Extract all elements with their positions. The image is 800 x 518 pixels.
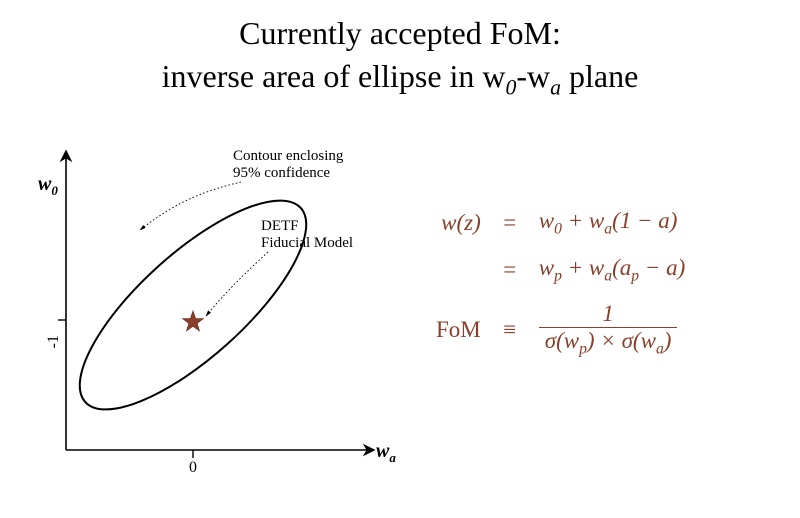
eqn-rhs: 1 σ(wp) × σ(wa) [533,293,692,367]
eqn-rhs: w0 + wa(1 − a) [533,200,692,247]
diagram-svg: 0-1waw0Contour enclosing95% confidenceDE… [18,130,398,490]
eqn-rhs: wp + wa(ap − a) [533,247,692,294]
eqn-lhs: FoM [430,293,487,367]
eqn-lhs [430,247,487,294]
eqn-sym: = [487,247,533,294]
title-line1: Currently accepted FoM: [239,15,561,51]
eqn-lhs: w(z) [430,200,487,247]
eqn-sym: = [487,200,533,247]
title-line2: inverse area of ellipse in w0-wa plane [162,58,639,94]
page-title: Currently accepted FoM: inverse area of … [0,12,800,103]
fraction: 1 σ(wp) × σ(wa) [539,301,678,359]
y-axis-label: w0 [38,173,58,198]
confidence-ellipse [50,169,335,440]
x-tick-label: 0 [189,459,197,476]
x-axis-label: wa [376,440,396,465]
equations-table: w(z) = w0 + wa(1 − a) = wp + wa(ap − a) … [430,200,691,367]
eqn-sym: ≡ [487,293,533,367]
annotation-pointer-contour [140,182,241,230]
annotation-pointer-fiducial [206,252,268,316]
eqn-row-2: = wp + wa(ap − a) [430,247,691,294]
eqn-row-3: FoM ≡ 1 σ(wp) × σ(wa) [430,293,691,367]
equations-block: w(z) = w0 + wa(1 − a) = wp + wa(ap − a) … [430,200,780,367]
fraction-num: 1 [539,301,678,327]
y-tick-label: -1 [45,335,62,348]
fraction-den: σ(wp) × σ(wa) [539,327,678,359]
ellipse-diagram: 0-1waw0Contour enclosing95% confidenceDE… [18,130,398,490]
annotation-contour: Contour enclosing95% confidence [233,148,344,181]
fiducial-star-icon [183,311,204,331]
eqn-row-1: w(z) = w0 + wa(1 − a) [430,200,691,247]
